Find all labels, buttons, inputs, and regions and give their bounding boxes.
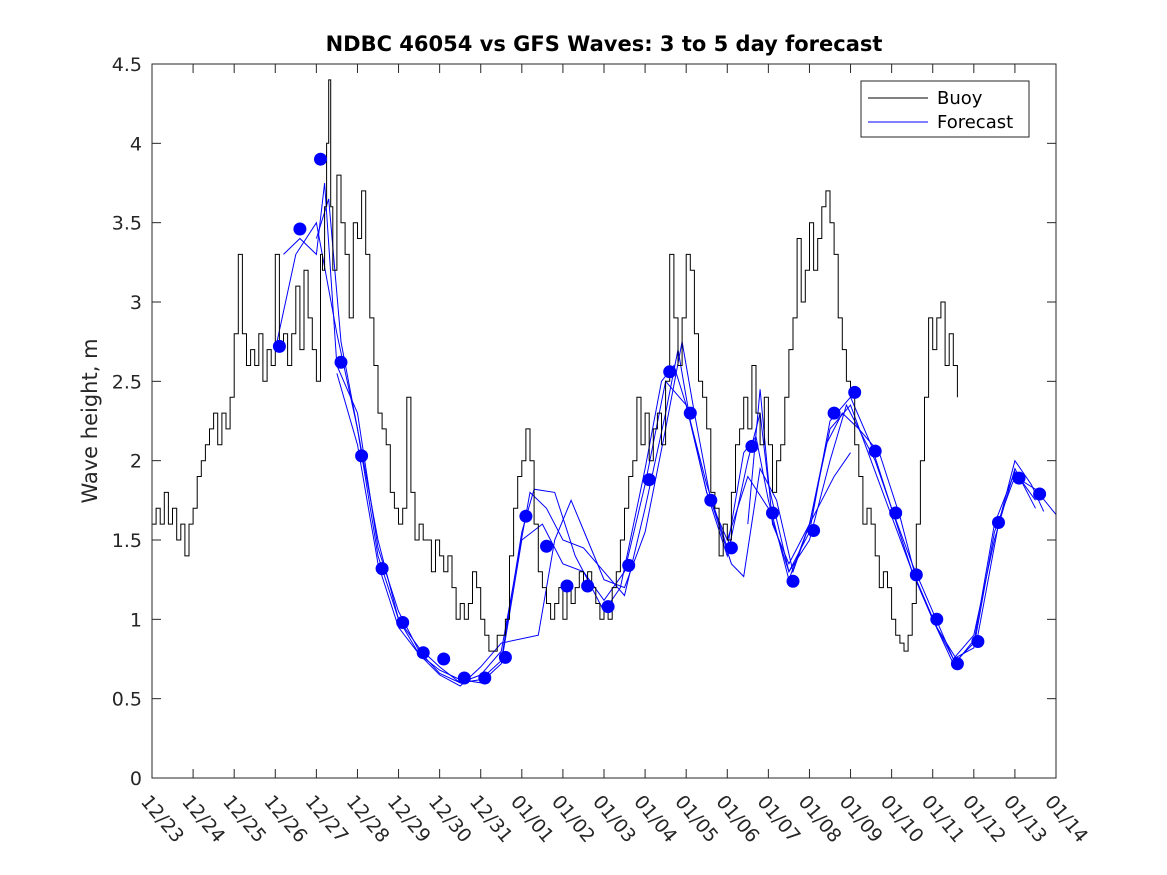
x-tick-label: 01/09 <box>835 791 887 847</box>
x-tick-label: 01/01 <box>506 791 558 847</box>
x-tick-label: 01/02 <box>547 791 599 847</box>
forecast-marker <box>334 355 348 369</box>
chart-title: NDBC 46054 vs GFS Waves: 3 to 5 day fore… <box>326 32 883 56</box>
y-tick-label: 1 <box>130 609 142 631</box>
forecast-marker <box>519 509 533 523</box>
forecast-marker <box>848 385 862 399</box>
forecast-marker <box>868 444 882 458</box>
y-tick-label: 1.5 <box>112 530 142 552</box>
forecast-marker <box>827 406 841 420</box>
x-tick-label: 01/10 <box>876 791 928 847</box>
forecast-marker <box>293 222 307 236</box>
forecast-marker <box>478 671 492 685</box>
forecast-marker <box>724 541 738 555</box>
forecast-marker <box>930 612 944 626</box>
forecast-marker <box>889 506 903 520</box>
x-tick-label: 01/07 <box>753 791 805 847</box>
y-tick-label: 4 <box>130 133 142 155</box>
buoy-line <box>152 79 958 652</box>
x-tick-label: 01/04 <box>629 791 681 847</box>
x-tick-label: 12/30 <box>424 791 476 847</box>
forecast-marker <box>992 516 1005 529</box>
y-tick-label: 4.5 <box>112 54 142 76</box>
y-axis-label: Wave height, m <box>78 338 102 503</box>
x-tick-label: 01/08 <box>794 791 846 847</box>
forecast-marker <box>560 579 574 593</box>
forecast-marker <box>375 562 389 576</box>
series-layer <box>152 79 1057 687</box>
forecast-marker <box>745 439 759 453</box>
forecast-marker <box>786 574 800 588</box>
x-tick-label: 12/29 <box>383 791 435 847</box>
y-tick-label: 0 <box>130 768 142 790</box>
x-tick-label: 12/23 <box>136 791 188 847</box>
forecast-marker <box>601 600 615 614</box>
legend-forecast-label: Forecast <box>937 112 1013 133</box>
forecast-marker <box>396 616 410 629</box>
x-tick-label: 01/13 <box>999 791 1051 847</box>
x-tick-label: 01/05 <box>670 791 722 847</box>
x-tick-label: 12/24 <box>177 791 229 847</box>
forecast-marker <box>314 152 327 166</box>
x-tick-label: 12/25 <box>218 791 270 847</box>
y-tick-label: 3 <box>130 292 142 314</box>
forecast-marker <box>540 539 553 553</box>
x-tick-label: 01/12 <box>958 791 1010 847</box>
forecast-line-2 <box>283 182 1036 684</box>
plot-background <box>152 64 1056 778</box>
forecast-marker <box>807 524 821 537</box>
forecast-marker <box>272 339 286 353</box>
forecast-marker <box>950 657 964 671</box>
forecast-marker <box>663 365 677 379</box>
forecast-marker <box>704 493 718 507</box>
forecast-marker <box>416 646 430 660</box>
x-tick-label: 01/03 <box>588 791 640 847</box>
legend-box <box>860 80 1030 138</box>
legend-buoy-label: Buoy <box>937 88 983 109</box>
forecast-marker <box>683 406 697 420</box>
x-tick-label: 01/14 <box>1040 791 1092 847</box>
forecast-marker <box>437 652 451 666</box>
forecast-marker <box>909 568 923 582</box>
forecast-marker <box>581 579 595 593</box>
forecast-marker <box>766 506 779 520</box>
x-tick-label: 12/28 <box>342 791 394 847</box>
forecast-line-3 <box>315 198 1036 684</box>
forecast-line-5 <box>747 389 851 565</box>
forecast-marker <box>971 635 985 648</box>
x-tick-label: 12/27 <box>301 791 353 847</box>
forecast-marker <box>457 671 471 685</box>
forecast-marker <box>642 473 656 487</box>
y-tick-label: 3.5 <box>112 213 142 235</box>
forecast-marker <box>1033 487 1047 501</box>
x-tick-label: 12/31 <box>465 791 517 847</box>
x-tick-label: 01/11 <box>917 791 969 847</box>
forecast-marker <box>498 650 512 664</box>
forecast-marker <box>622 558 636 572</box>
legend: Buoy Forecast <box>860 80 1030 138</box>
forecast-marker <box>355 449 369 463</box>
y-tick-label: 0.5 <box>112 689 142 711</box>
y-tick-label: 2.5 <box>112 371 142 393</box>
x-tick-label: 12/26 <box>259 791 311 847</box>
forecast-marker <box>1012 471 1026 485</box>
x-tick-label: 01/06 <box>711 791 763 847</box>
y-tick-label: 2 <box>130 451 142 473</box>
